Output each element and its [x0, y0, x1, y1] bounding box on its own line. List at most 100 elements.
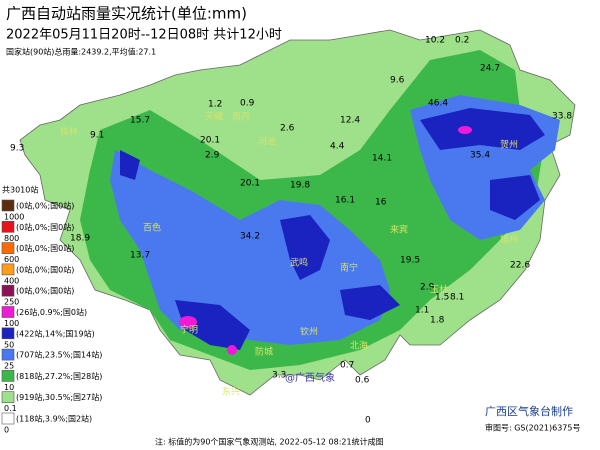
legend-stats: (0站,0%;国0站) [16, 264, 74, 274]
station-value: 2.9 [205, 151, 220, 161]
station-value: 0.2 [455, 36, 469, 46]
station-value: 3.3 [272, 371, 286, 381]
legend-threshold: 1000 [4, 213, 24, 222]
place-name: 玉林 [430, 284, 448, 296]
legend-stats: (118站,3.9%;国2站) [16, 414, 92, 424]
rain-100 [490, 175, 540, 220]
place-name: 天峨 [205, 111, 223, 123]
legend-stats: (0站,0%;国0站) [16, 243, 74, 253]
legend-swatch [1, 284, 15, 297]
rain-100 [175, 300, 250, 350]
station-value: 34.2 [240, 232, 260, 242]
place-name: 梧州 [500, 234, 518, 246]
rain-100 [120, 150, 140, 180]
footer-approval: 审图号: GS(2021)6375号 [485, 423, 580, 433]
legend-threshold: 25 [4, 362, 14, 371]
legend: (0站,0%;国0站) (0站,0%;国0站) (0站,0%;国0站) (0站,0%;… [1, 199, 102, 435]
legend-stats: (26站,0.9%;国0站) [16, 307, 87, 317]
station-value: 2.6 [280, 124, 295, 134]
legend-swatch [1, 306, 15, 318]
station-value: 19.8 [290, 181, 310, 191]
station-value: 0.9 [240, 99, 255, 109]
legend-swatch [1, 348, 15, 361]
legend-swatch [1, 242, 15, 254]
legend-swatch [1, 327, 15, 340]
station-value: 20.1 [240, 179, 260, 189]
station-value: 0.6 [355, 376, 370, 386]
station-value: 2.9 [420, 283, 435, 293]
place-name: 宁明 [180, 324, 198, 336]
place-name: 武鸣 [290, 257, 308, 269]
station-value: 22.6 [510, 261, 530, 271]
place-name: 百色 [143, 222, 161, 234]
legend-threshold: 800 [4, 234, 19, 243]
legend-swatch [1, 412, 15, 425]
rain-250 [458, 126, 472, 134]
station-value: 12.4 [340, 116, 360, 126]
station-value: 1.2 [208, 100, 222, 110]
legend-threshold: 0 [4, 426, 9, 435]
legend-swatch [1, 221, 15, 233]
rain-250 [227, 345, 237, 355]
legend-stats: (422站,14%;国19站) [16, 328, 95, 338]
place-name: 南宁 [340, 262, 358, 274]
station-value: 10.2 [425, 36, 445, 46]
summary: 国家站(90站)总雨量:2439.2,平均值:27.1 [6, 47, 156, 57]
title: 广西自动站雨量实况统计(单位:mm) [6, 5, 247, 23]
rain-250 [179, 316, 197, 328]
place-name: 北海 [350, 340, 368, 352]
legend-stats: (818站,27.2%;国28站) [16, 371, 102, 381]
legend-stats: (0站,0%;国0站) [16, 201, 74, 211]
legend-stats: (919站,30.5%;国27站) [16, 392, 102, 402]
place-name: 南丹 [232, 111, 250, 123]
place-name: 东兴 [222, 386, 240, 398]
station-value: 13.7 [130, 251, 150, 261]
rain-100 [340, 285, 400, 320]
legend-threshold: 600 [4, 255, 19, 264]
station-value: 0.7 [340, 361, 354, 371]
rain-50 [110, 150, 390, 345]
legend-threshold: 100 [4, 319, 19, 328]
station-value: 4.4 [330, 142, 345, 152]
station-value: 9.3 [10, 144, 24, 154]
station-value: 1.5 [435, 293, 449, 303]
station-value: 35.4 [470, 151, 490, 161]
legend-stats: (0站,0%;国0站) [16, 286, 74, 296]
legend-threshold: 10 [4, 383, 14, 392]
legend-threshold: 250 [4, 298, 19, 307]
station-value: 8.1 [450, 293, 464, 303]
station-value: 16.1 [335, 196, 355, 206]
legend-title: 共3010站 [2, 185, 38, 195]
rain-100 [420, 108, 545, 150]
station-value: 46.4 [428, 99, 448, 109]
station-values: 10.2 0.2 24.7 9.6 9.3 15.7 1.2 0.9 12.4 20.1 46.4 3… [10, 36, 572, 426]
station-value: 9.6 [390, 76, 405, 86]
legend-stats: (0站,0%;国0站) [16, 222, 74, 232]
place-name: 贺州 [500, 139, 518, 151]
footer-note: 注: 标值的为90个国家气象观测站, 2022-05-12 08:21统计成图 [155, 437, 384, 447]
station-value: 15.7 [130, 116, 150, 126]
station-value: 1.1 [415, 306, 429, 316]
legend-stats: (707站,23.5%;国14站) [16, 350, 102, 360]
station-value: 16 [375, 198, 387, 208]
legend-threshold: 50 [4, 340, 14, 349]
place-name: 防城 [255, 346, 273, 358]
station-value: 1.8 [430, 316, 445, 326]
legend-threshold: 0.1 [4, 404, 17, 413]
station-value: 14.1 [372, 154, 392, 164]
legend-threshold: 400 [4, 276, 19, 285]
legend-swatch [1, 370, 15, 382]
station-value: 18.9 [70, 234, 90, 244]
legend-swatch [1, 391, 15, 404]
map-regions [19, 29, 576, 396]
place-name: 钦州 [300, 326, 318, 338]
station-value: 20.1 [200, 136, 220, 146]
legend-swatch [1, 199, 15, 212]
station-value: 33.8 [552, 112, 572, 122]
legend-swatch [1, 263, 15, 276]
rain-100 [280, 215, 330, 280]
station-value: 19.5 [400, 256, 420, 266]
place-name: 桂林 [60, 126, 78, 138]
footer-maker: 广西区气象台制作 [485, 404, 573, 418]
